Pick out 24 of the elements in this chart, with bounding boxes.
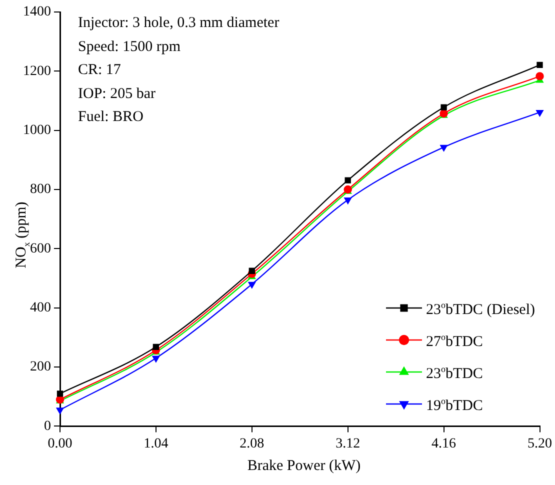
legend-label: 19$^{o}$bTDC	[426, 395, 483, 416]
y-tick-label: 1200	[23, 64, 51, 79]
x-axis-title: Brake Power (kW)	[246, 458, 362, 475]
legend-label: 23$^{o}$bTDC (Diesel)	[426, 299, 535, 320]
x-tick-label: 1.04	[144, 436, 168, 452]
x-tick-label: 3.12	[336, 436, 360, 452]
y-tick-label: 600	[30, 241, 51, 256]
annotation: CR: 17	[78, 61, 122, 80]
annotation: Injector: 3 hole, 0.3 mm diameter	[78, 14, 280, 33]
annotation: Speed: 1500 rpm	[78, 38, 182, 56]
annotation: Fuel: BRO	[78, 108, 144, 127]
y-tick-label: 1000	[23, 123, 51, 138]
y-tick-label: 200	[30, 360, 51, 375]
x-tick-label: 0.00	[48, 436, 72, 452]
annotation: IOP: 205 bar	[78, 84, 156, 104]
y-tick-label: 800	[30, 182, 51, 198]
x-tick-label: 5.20	[528, 436, 552, 452]
legend-label: 27$^{o}$bTDC	[426, 331, 483, 352]
x-tick-label: 4.16	[432, 436, 456, 452]
x-tick-label: 2.08	[240, 436, 264, 452]
y-tick-label: 400	[30, 300, 51, 316]
legend-label: 23$^{o}$bTDC	[426, 363, 483, 384]
y-tick-label: 0	[44, 418, 51, 434]
y-tick-label: 1400	[23, 4, 51, 20]
